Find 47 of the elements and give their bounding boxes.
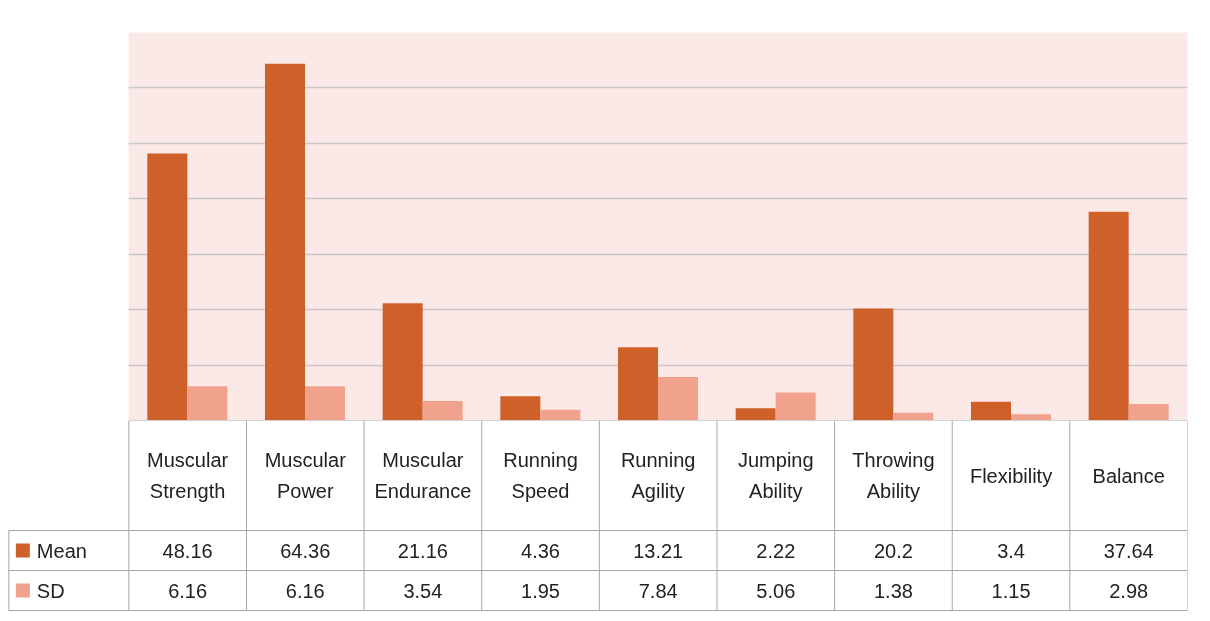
data-label: 3.4 (997, 539, 1025, 562)
x-tick-label: Running Speed (503, 449, 578, 502)
bar (305, 386, 346, 420)
data-label: 20.2 (873, 539, 913, 562)
data-label: 21.16 (397, 539, 448, 562)
bar (1011, 414, 1052, 420)
data-label: 1.38 (873, 579, 913, 602)
data-label: 1.95 (521, 579, 560, 602)
legend-label: SD (36, 579, 65, 602)
legend-label: Mean (36, 539, 87, 562)
x-tick-label: Jumping Ability (737, 449, 814, 502)
x-tick-label: Muscular Endurance (374, 449, 472, 502)
data-label: 48.16 (162, 539, 213, 562)
data-label: 1.15 (991, 579, 1031, 602)
data-label: 6.16 (168, 579, 208, 602)
bar (540, 409, 581, 420)
bar (617, 347, 658, 420)
bar (422, 400, 463, 420)
bar (970, 401, 1011, 420)
data-label: 3.54 (403, 579, 443, 602)
data-label: 2.98 (1109, 579, 1149, 602)
data-label: 13.21 (633, 539, 684, 562)
x-tick-label: Balance (1092, 464, 1165, 487)
bar (1128, 403, 1169, 420)
data-label: 5.06 (756, 579, 796, 602)
bar (735, 408, 776, 420)
bar (658, 377, 699, 420)
bar (893, 412, 934, 420)
x-tick-label: Flexibility (969, 464, 1053, 487)
bar (1088, 211, 1129, 420)
data-label: 64.36 (280, 539, 331, 562)
bar (500, 396, 541, 420)
bar (187, 386, 228, 420)
data-label: 6.16 (285, 579, 325, 602)
data-label: 4.36 (521, 539, 560, 562)
x-tick-label: Muscular Power (264, 449, 347, 502)
data-label: 2.22 (756, 539, 796, 562)
data-label: 7.84 (638, 579, 678, 602)
data-label: 37.64 (1103, 539, 1154, 562)
bar (264, 63, 305, 420)
x-tick-label: Running Agility (620, 449, 696, 502)
bar (775, 392, 816, 420)
bar (853, 308, 894, 420)
bar (147, 153, 188, 420)
x-tick-label: Muscular Strength (147, 449, 229, 502)
bar (382, 303, 423, 420)
x-tick-label: Throwing Ability (852, 449, 935, 502)
